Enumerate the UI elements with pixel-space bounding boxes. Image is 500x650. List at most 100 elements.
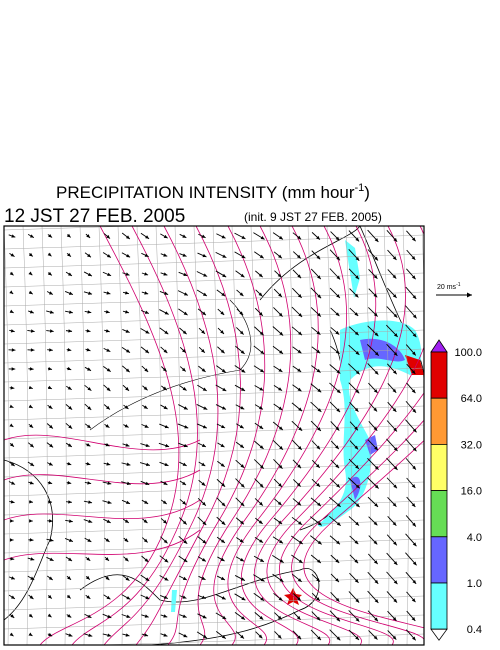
wind-arrowhead <box>49 348 53 352</box>
wind-arrowhead <box>144 614 149 618</box>
wind-arrowhead <box>163 539 168 544</box>
wind-arrowhead <box>144 633 149 637</box>
wind-arrowhead <box>9 290 14 294</box>
wind-arrowhead <box>297 635 302 640</box>
isobar <box>4 469 201 485</box>
wind-arrowhead <box>202 311 206 316</box>
wind-arrowhead <box>393 427 397 432</box>
wind-arrowhead <box>143 538 148 543</box>
wind-arrowhead <box>259 615 264 620</box>
wind-arrowhead <box>201 443 206 447</box>
wind-arrowhead <box>126 253 131 258</box>
wind-arrowhead <box>48 462 53 466</box>
wind-arrowhead <box>412 314 417 319</box>
wind-arrowhead <box>106 234 111 239</box>
wind-arrowhead <box>259 331 264 336</box>
init-time: (init. 9 JST 27 FEB. 2005) <box>244 210 382 224</box>
wind-arrowhead <box>201 482 206 486</box>
wind-arrowhead <box>393 580 398 585</box>
grid-line <box>136 226 143 645</box>
colorbar-label: 4.0 <box>467 532 482 544</box>
wind-arrowhead <box>163 272 168 276</box>
wind-arrowhead <box>374 256 379 261</box>
wind-arrowhead <box>240 483 245 488</box>
wind-arrowhead <box>374 351 379 356</box>
colorbar-label: 0.4 <box>467 624 482 636</box>
wind-arrowhead <box>316 349 321 354</box>
grid-line <box>364 226 371 645</box>
wind-arrowhead <box>222 387 227 392</box>
wind-arrowhead <box>336 617 341 622</box>
map-area <box>3 225 425 646</box>
wind-arrowhead <box>10 519 14 523</box>
wind-arrowhead <box>240 577 245 581</box>
grid-line <box>288 226 295 645</box>
wind-arrowhead <box>221 596 226 600</box>
wind-arrowhead <box>260 597 265 601</box>
grid-line <box>4 595 424 611</box>
wind-arrowhead <box>259 501 263 506</box>
wind-arrowhead <box>412 561 417 566</box>
wind-arrowhead <box>144 424 149 428</box>
wind-arrowhead <box>259 483 264 488</box>
wind-arrowhead <box>10 253 15 257</box>
wind-arrowhead <box>374 599 379 603</box>
wind-arrowhead <box>144 253 149 257</box>
wind-arrowhead <box>183 292 188 296</box>
wind-arrowhead <box>317 636 321 641</box>
wind-arrowhead <box>354 293 359 298</box>
wind-arrowhead <box>203 273 208 277</box>
grid-line <box>307 226 314 645</box>
wind-arrowhead <box>106 291 111 295</box>
wind-arrowhead <box>182 330 187 335</box>
wind-arrowhead <box>374 617 378 622</box>
wind-arrowhead <box>48 366 53 371</box>
wind-arrowhead <box>240 464 245 468</box>
wind-arrowhead <box>298 521 303 525</box>
wind-arrowhead <box>317 427 321 431</box>
wind-arrowhead <box>107 500 112 504</box>
wind-arrowhead <box>278 597 283 601</box>
wind-arrowhead <box>354 426 358 431</box>
wind-arrowhead <box>68 291 73 295</box>
wind-arrowhead <box>316 597 320 601</box>
precip-area <box>405 355 424 375</box>
wind-arrowhead <box>125 272 130 276</box>
wind-arrowhead <box>162 386 167 391</box>
wind-arrowhead <box>239 444 244 448</box>
wind-arrowhead <box>165 443 170 448</box>
wind-arrowhead <box>202 253 207 258</box>
wind-arrowhead <box>336 503 341 507</box>
scale-label: 20 ms <box>437 284 457 291</box>
wind-arrowhead <box>162 367 167 372</box>
wind-arrowhead <box>222 273 227 278</box>
wind-arrowhead <box>10 557 15 561</box>
wind-arrowhead <box>107 614 112 619</box>
wind-arrowhead <box>317 521 322 526</box>
isobar <box>278 392 424 645</box>
wind-arrowhead <box>164 577 169 581</box>
wind-arrowhead <box>392 617 397 621</box>
wind-arrowhead <box>10 386 15 390</box>
grid-line <box>174 226 181 645</box>
wind-arrowhead <box>260 368 265 373</box>
wind-arrowhead <box>143 519 148 523</box>
wind-arrowhead <box>258 520 263 524</box>
grid-line <box>4 519 424 535</box>
wind-arrowhead <box>393 466 398 470</box>
wind-arrowhead <box>392 408 397 412</box>
wind-arrowhead <box>221 502 226 507</box>
wind-arrowhead <box>9 309 14 313</box>
wind-arrowhead <box>279 350 284 354</box>
wind-arrowhead <box>373 293 378 298</box>
wind-arrowhead <box>29 424 34 428</box>
wind-arrowhead <box>68 633 73 637</box>
wind-arrowhead <box>316 483 321 487</box>
wind-arrowhead <box>354 559 359 564</box>
wind-arrowhead <box>29 481 34 485</box>
wind-arrowhead <box>67 348 72 352</box>
wind-arrowhead <box>297 294 302 298</box>
isobar <box>291 419 424 645</box>
wind-arrowhead <box>259 425 264 429</box>
wind-arrowhead <box>221 483 226 487</box>
